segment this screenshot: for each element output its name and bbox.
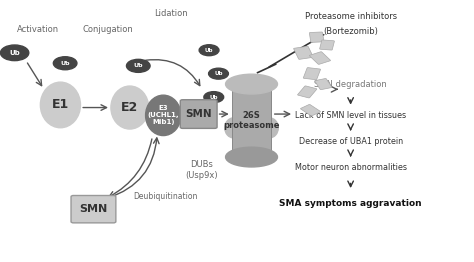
Text: SMA symptoms aggravation: SMA symptoms aggravation <box>279 199 422 209</box>
Bar <box>232 84 271 157</box>
FancyBboxPatch shape <box>298 86 317 98</box>
Circle shape <box>127 59 150 72</box>
Text: SMN: SMN <box>79 204 108 214</box>
Ellipse shape <box>226 74 277 94</box>
Text: E1: E1 <box>52 99 69 111</box>
Text: E2: E2 <box>121 101 138 114</box>
Circle shape <box>209 68 228 79</box>
Text: Ub: Ub <box>214 71 223 76</box>
Ellipse shape <box>225 118 243 138</box>
Text: SMN degradation: SMN degradation <box>314 80 387 89</box>
FancyBboxPatch shape <box>310 52 330 64</box>
Text: E3
(UCHL1,
Mib1): E3 (UCHL1, Mib1) <box>147 105 179 125</box>
Circle shape <box>204 92 224 103</box>
FancyBboxPatch shape <box>301 105 320 116</box>
FancyBboxPatch shape <box>319 40 334 50</box>
Circle shape <box>199 45 219 56</box>
Text: Proteasome inhibitors: Proteasome inhibitors <box>305 12 397 21</box>
Ellipse shape <box>146 95 181 135</box>
Text: (Bortezomib): (Bortezomib) <box>323 28 378 36</box>
Text: 26S
proteasome: 26S proteasome <box>223 111 280 130</box>
Text: SMN: SMN <box>185 109 212 119</box>
Circle shape <box>54 57 77 70</box>
Ellipse shape <box>260 118 278 138</box>
Text: Activation: Activation <box>17 25 59 34</box>
FancyBboxPatch shape <box>303 68 320 80</box>
FancyBboxPatch shape <box>180 100 217 128</box>
Text: Ub: Ub <box>205 48 213 53</box>
Text: Decrease of UBA1 protein: Decrease of UBA1 protein <box>299 137 403 146</box>
Text: Lack of SMN level in tissues: Lack of SMN level in tissues <box>295 111 406 120</box>
FancyBboxPatch shape <box>315 79 332 90</box>
Text: Ub: Ub <box>60 61 70 66</box>
Ellipse shape <box>40 82 81 128</box>
FancyBboxPatch shape <box>310 32 324 42</box>
Text: Ub: Ub <box>210 95 218 100</box>
Text: Ub: Ub <box>9 50 20 56</box>
Circle shape <box>0 45 29 61</box>
Text: Ub: Ub <box>134 63 143 68</box>
Ellipse shape <box>226 147 277 167</box>
FancyBboxPatch shape <box>294 46 313 59</box>
Text: Motor neuron abnormalities: Motor neuron abnormalities <box>295 163 407 172</box>
Text: DUBs
(Usp9x): DUBs (Usp9x) <box>185 160 218 180</box>
Text: Deubiquitination: Deubiquitination <box>134 192 198 201</box>
Ellipse shape <box>111 86 149 129</box>
FancyBboxPatch shape <box>71 195 116 223</box>
Text: Lidation: Lidation <box>155 9 188 18</box>
Text: Conjugation: Conjugation <box>82 25 133 34</box>
